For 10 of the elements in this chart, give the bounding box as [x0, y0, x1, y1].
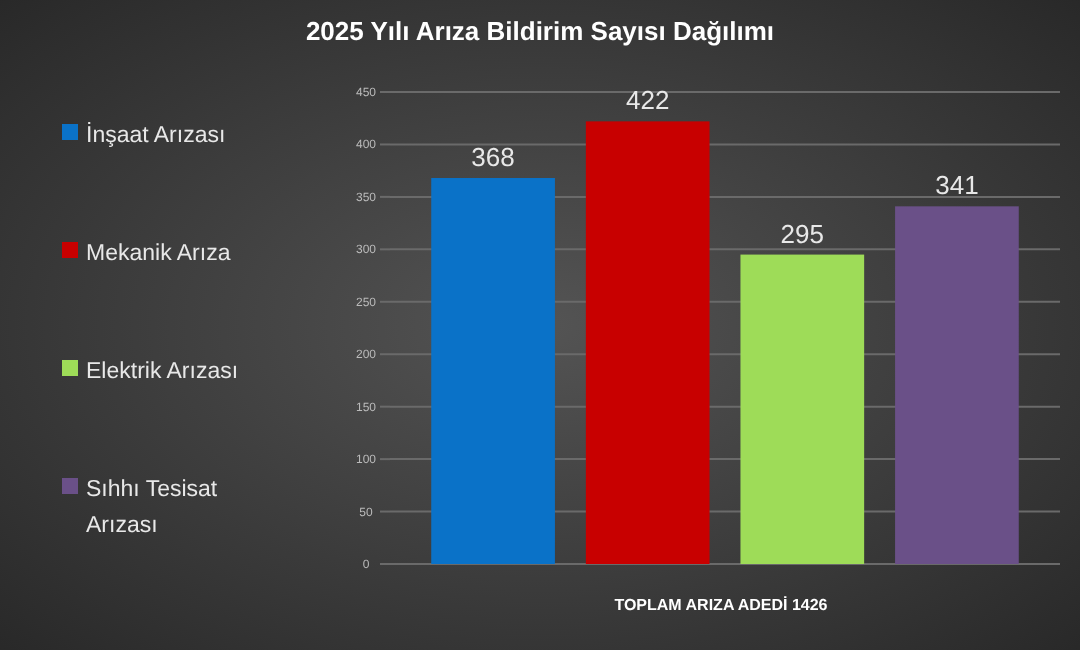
- data-label: 295: [780, 218, 825, 249]
- legend-label: Mekanik Arıza: [86, 242, 232, 266]
- x-axis-title: TOPLAM ARIZA ADEDİ 1426: [614, 596, 829, 614]
- legend-label: Elektrik Arızası: [86, 360, 239, 384]
- chart-title: 2025 Yılı Arıza Bildirim Sayısı Dağılımı: [305, 16, 775, 46]
- data-label: 368: [471, 142, 515, 173]
- legend-label: Sıhhı Tesisat Arızası: [86, 478, 219, 538]
- data-label: 422: [625, 85, 670, 116]
- legend-label: İnşaat Arızası: [86, 122, 226, 148]
- data-label: 341: [935, 170, 979, 201]
